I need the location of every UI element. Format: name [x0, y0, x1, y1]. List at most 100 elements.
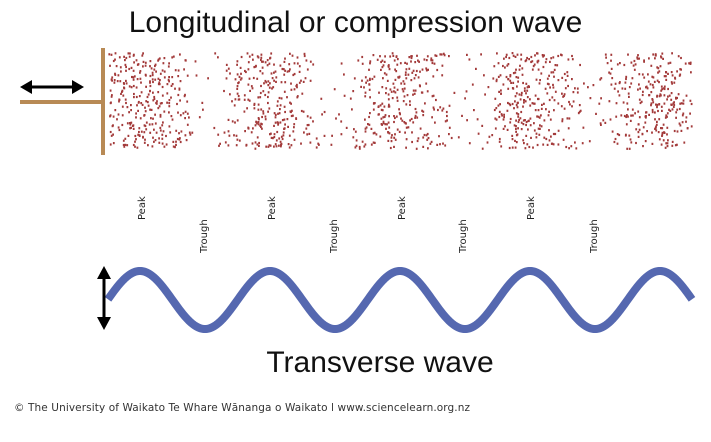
- particle-dot: [448, 55, 450, 58]
- particle-dot: [125, 82, 128, 85]
- particle-dot: [515, 141, 518, 144]
- particle-dot: [267, 145, 270, 148]
- particle-dot: [663, 75, 666, 78]
- particle-dot: [260, 122, 262, 125]
- particle-dot: [414, 116, 416, 119]
- particle-dot: [540, 114, 542, 117]
- particle-dot: [280, 97, 283, 100]
- particle-dot: [581, 142, 584, 145]
- particle-dot: [671, 52, 673, 55]
- particle-dot: [619, 81, 621, 84]
- particle-dot: [331, 134, 333, 137]
- particle-dot: [162, 130, 165, 133]
- particle-dot: [682, 112, 685, 115]
- particle-dot: [427, 137, 430, 140]
- particle-dot: [178, 138, 181, 141]
- particle-dot: [514, 55, 517, 58]
- particle-dot: [148, 123, 151, 126]
- particle-dot: [265, 145, 268, 148]
- particle-dot: [252, 127, 254, 130]
- particle-dot: [118, 98, 121, 101]
- particle-dot: [500, 89, 502, 92]
- particle-dot: [541, 103, 543, 106]
- particle-dot: [139, 70, 142, 73]
- particle-dot: [426, 90, 429, 93]
- particle-dot: [448, 126, 451, 129]
- particle-dot: [566, 117, 569, 120]
- particle-dot: [385, 87, 388, 90]
- particle-dot: [234, 78, 237, 81]
- particle-dot: [111, 125, 114, 128]
- particle-dot: [665, 75, 667, 78]
- particle-dot: [237, 98, 240, 101]
- particle-dot: [409, 100, 411, 103]
- particle-dot: [166, 92, 169, 95]
- particle-dot: [515, 68, 517, 71]
- particle-dot: [498, 137, 501, 141]
- particle-dot: [501, 114, 503, 117]
- particle-dot: [254, 141, 257, 144]
- particle-dot: [568, 147, 570, 150]
- particle-dot: [630, 114, 632, 117]
- particle-dot: [260, 125, 262, 129]
- particle-dot: [662, 87, 665, 90]
- particle-dot: [267, 91, 270, 94]
- particle-dot: [542, 65, 545, 69]
- particle-dot: [154, 122, 157, 125]
- particle-dot: [638, 73, 641, 76]
- particle-dot: [407, 126, 410, 129]
- particle-dot: [118, 100, 120, 103]
- particle-dot: [409, 103, 411, 106]
- particle-dot: [396, 88, 399, 91]
- particle-dot: [161, 69, 164, 72]
- particle-dot: [667, 139, 669, 142]
- particle-dot: [399, 62, 402, 65]
- particle-dot: [680, 56, 682, 60]
- particle-dot: [291, 109, 293, 112]
- particle-dot: [259, 96, 262, 99]
- particle-dot: [283, 90, 286, 93]
- particle-dot: [157, 77, 160, 80]
- particle-dot: [296, 62, 299, 65]
- particle-dot: [254, 124, 257, 127]
- particle-dot: [110, 101, 112, 104]
- particle-dot: [278, 137, 281, 140]
- particle-dot: [661, 134, 663, 137]
- particle-dot: [671, 108, 674, 111]
- particle-dot: [330, 143, 333, 146]
- particle-dot: [394, 91, 397, 94]
- particle-dot: [394, 133, 396, 136]
- particle-dot: [518, 93, 521, 96]
- particle-dot: [494, 127, 497, 130]
- particle-dot: [426, 138, 429, 141]
- particle-dot: [253, 66, 256, 69]
- particle-dot: [412, 121, 415, 124]
- particle-dot: [497, 75, 500, 78]
- particle-dot: [529, 104, 532, 107]
- particle-dot: [137, 109, 139, 112]
- particle-dot: [643, 59, 645, 62]
- particle-dot: [422, 145, 425, 148]
- particle-dot: [287, 125, 289, 128]
- particle-dot: [382, 122, 385, 125]
- particle-dot: [269, 133, 271, 136]
- particle-dot: [685, 120, 687, 123]
- particle-dot: [156, 100, 158, 103]
- particle-dot: [554, 90, 557, 93]
- particle-dot: [651, 108, 654, 112]
- particle-dot: [256, 136, 259, 139]
- particle-dot: [534, 94, 537, 97]
- particle-dot: [645, 85, 648, 88]
- particle-dot: [286, 96, 288, 99]
- particle-dot: [400, 117, 402, 120]
- particle-dot: [663, 131, 666, 134]
- particle-dot: [383, 72, 386, 75]
- particle-dot: [392, 82, 395, 85]
- particle-dot: [576, 87, 579, 90]
- particle-dot: [269, 144, 272, 147]
- particle-dot: [430, 57, 433, 60]
- particle-dot: [250, 85, 253, 88]
- particle-dot: [135, 95, 138, 99]
- particle-dot: [614, 82, 617, 85]
- particle-dot: [521, 73, 524, 76]
